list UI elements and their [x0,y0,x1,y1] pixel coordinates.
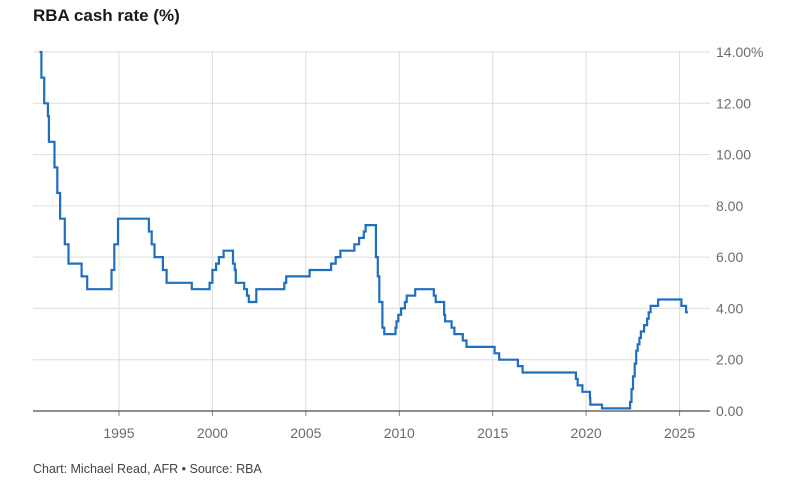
x-tick-label: 2025 [664,425,695,441]
y-tick-label: 10.00 [716,147,751,163]
y-tick-label: 0.00 [716,403,743,419]
x-tick-label: 2000 [197,425,228,441]
chart-source-credit: Chart: Michael Read, AFR • Source: RBA [33,462,262,476]
x-tick-label: 2010 [384,425,415,441]
x-tick-label: 2015 [477,425,508,441]
y-tick-label: 14.00% [716,44,763,60]
y-axis-ticks: 0.00 2.00 4.00 6.00 8.00 10.00 12.00 14.00% [716,44,763,419]
y-tick-label: 12.00 [716,95,751,111]
chart-title: RBA cash rate (%) [33,6,180,25]
x-axis-ticks: 1995 2000 2005 2010 2015 2020 2025 [103,411,695,441]
y-tick-label: 6.00 [716,249,743,265]
y-tick-label: 8.00 [716,198,743,214]
gridlines [33,51,710,411]
cash-rate-series-line [39,50,688,410]
y-tick-label: 4.00 [716,300,743,316]
x-tick-label: 2020 [571,425,602,441]
x-tick-label: 1995 [103,425,134,441]
y-tick-label: 2.00 [716,352,743,368]
x-tick-label: 2005 [290,425,321,441]
